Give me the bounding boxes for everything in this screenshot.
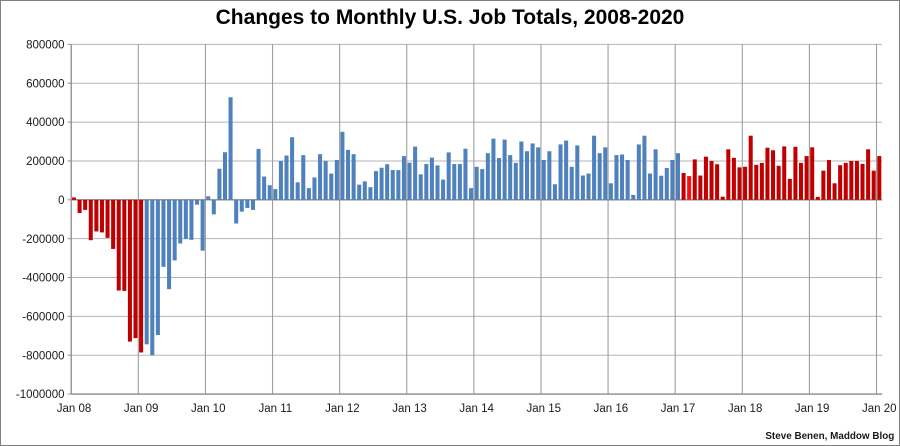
svg-text:Jan 20: Jan 20 bbox=[862, 403, 897, 415]
svg-text:Jan 14: Jan 14 bbox=[459, 403, 494, 415]
svg-text:Jan 09: Jan 09 bbox=[124, 403, 159, 415]
svg-text:Jan 19: Jan 19 bbox=[795, 403, 830, 415]
svg-text:Jan 13: Jan 13 bbox=[392, 403, 427, 415]
svg-text:Jan 10: Jan 10 bbox=[191, 403, 226, 415]
svg-text:Jan 17: Jan 17 bbox=[661, 403, 696, 415]
svg-text:-600000: -600000 bbox=[22, 311, 64, 323]
svg-text:600000: 600000 bbox=[26, 78, 64, 90]
svg-text:-800000: -800000 bbox=[22, 350, 64, 362]
svg-text:-400000: -400000 bbox=[22, 273, 64, 285]
svg-text:Changes to Monthly U.S. Job To: Changes to Monthly U.S. Job Totals, 2008… bbox=[216, 6, 685, 29]
svg-text:-1000000: -1000000 bbox=[16, 389, 65, 401]
svg-text:800000: 800000 bbox=[26, 40, 64, 52]
svg-text:Jan 18: Jan 18 bbox=[728, 403, 763, 415]
svg-text:Jan 12: Jan 12 bbox=[325, 403, 360, 415]
svg-text:0: 0 bbox=[58, 195, 64, 207]
svg-text:-200000: -200000 bbox=[22, 234, 64, 246]
svg-text:Jan 16: Jan 16 bbox=[594, 403, 629, 415]
svg-text:Steve Benen, Maddow Blog: Steve Benen, Maddow Blog bbox=[765, 431, 894, 442]
svg-text:400000: 400000 bbox=[26, 117, 64, 129]
svg-text:Jan 08: Jan 08 bbox=[57, 403, 92, 415]
svg-text:200000: 200000 bbox=[26, 156, 64, 168]
svg-text:Jan 11: Jan 11 bbox=[258, 403, 292, 415]
svg-text:Jan 15: Jan 15 bbox=[526, 403, 561, 415]
